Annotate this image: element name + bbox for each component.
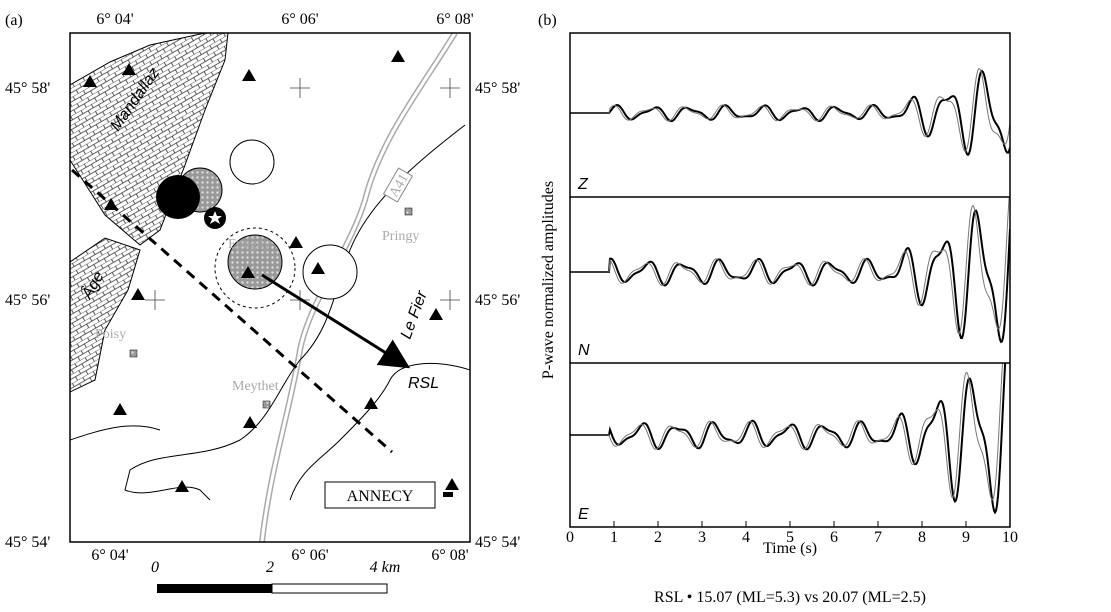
place-label: Epagny [228,237,271,252]
waveform [570,209,1010,344]
ray-arrow [261,273,411,369]
map: Mandallaz Âge Pringy Epagny Poisy Meythe… [70,33,470,542]
event [227,234,283,290]
traces: Z N E [570,67,1010,523]
place-label: Poisy [95,327,126,342]
lon-label: 6° 06' [291,547,328,564]
x-tick-label: 9 [962,529,970,546]
caption: RSL • 15.07 (ML=5.3) vs 20.07 (ML=2.5) [654,589,926,606]
river-label: Le Fier [398,288,431,341]
map-frame [69,32,471,543]
lon-label: 6° 04' [91,547,128,564]
road [259,33,458,542]
place-label: Pringy [382,229,419,244]
x-tick-label: 0 [566,529,574,546]
event [302,244,358,300]
lat-label: 45° 54' [5,534,50,551]
x-tick-label: 8 [918,529,926,546]
x-tick-label: 1 [610,529,618,546]
trace-group [570,67,1010,157]
lat-label: 45° 58' [5,80,50,97]
scale-label: 2 [266,559,274,576]
waveform [570,67,1010,152]
component-label: N [578,342,590,359]
plot-frame [569,32,1011,528]
town-marker [443,492,453,497]
road-sign [382,167,414,203]
scale-label: 0 [151,559,159,576]
event [229,139,275,185]
panel-label: (a) [5,12,23,29]
river [124,124,466,501]
x-tick-label: 7 [874,529,882,546]
lon-label: 6° 08' [431,547,468,564]
waveform [570,363,1004,501]
age-area [70,237,141,393]
fault-line [71,168,393,454]
scale-label: 4 km [370,559,401,576]
road-inner [260,33,457,542]
x-tick-label: 5 [786,529,794,546]
lon-label: 6° 06' [281,11,318,28]
x-tick-label: 10 [1002,529,1018,546]
x-tick-label: 6 [830,529,838,546]
trace-group [570,363,1007,515]
lat-label: 45° 54' [475,534,520,551]
waveform [570,69,1010,157]
lat-label: 45° 56' [475,292,520,309]
star [208,211,222,224]
town-marker [129,349,138,358]
place-label: Meythet [232,379,279,394]
panel-label: (b) [538,12,557,29]
station-label: RSL [408,375,439,392]
component-label: E [578,506,589,523]
lat-label: 45° 56' [5,292,50,309]
waveform [570,197,1010,335]
city-box [324,481,436,509]
x-axis: 0 1 2 3 4 5 6 7 8 9 10 [566,521,1018,546]
scale-bar [271,583,388,594]
x-tick-label: 3 [698,529,706,546]
x-axis-label: Time (s) [763,540,817,557]
lon-label: 6° 08' [436,11,473,28]
waveform [570,363,1007,515]
city-label: ANNECY [347,488,414,505]
y-axis-label: P-wave normalized amplitudes [540,181,557,379]
x-tick-label: 2 [654,529,662,546]
town-marker [404,207,413,216]
component-label: Z [577,176,589,193]
river [70,425,161,441]
lat-label: 45° 58' [475,80,520,97]
mandallaz-area [70,33,229,246]
x-tick-label: 4 [742,529,750,546]
event [156,175,200,219]
event-area [214,227,296,309]
lon-label: 6° 04' [96,11,133,28]
river [289,362,470,501]
town-marker [262,400,271,409]
scale-bar [157,584,272,593]
trace-group [570,197,1010,344]
